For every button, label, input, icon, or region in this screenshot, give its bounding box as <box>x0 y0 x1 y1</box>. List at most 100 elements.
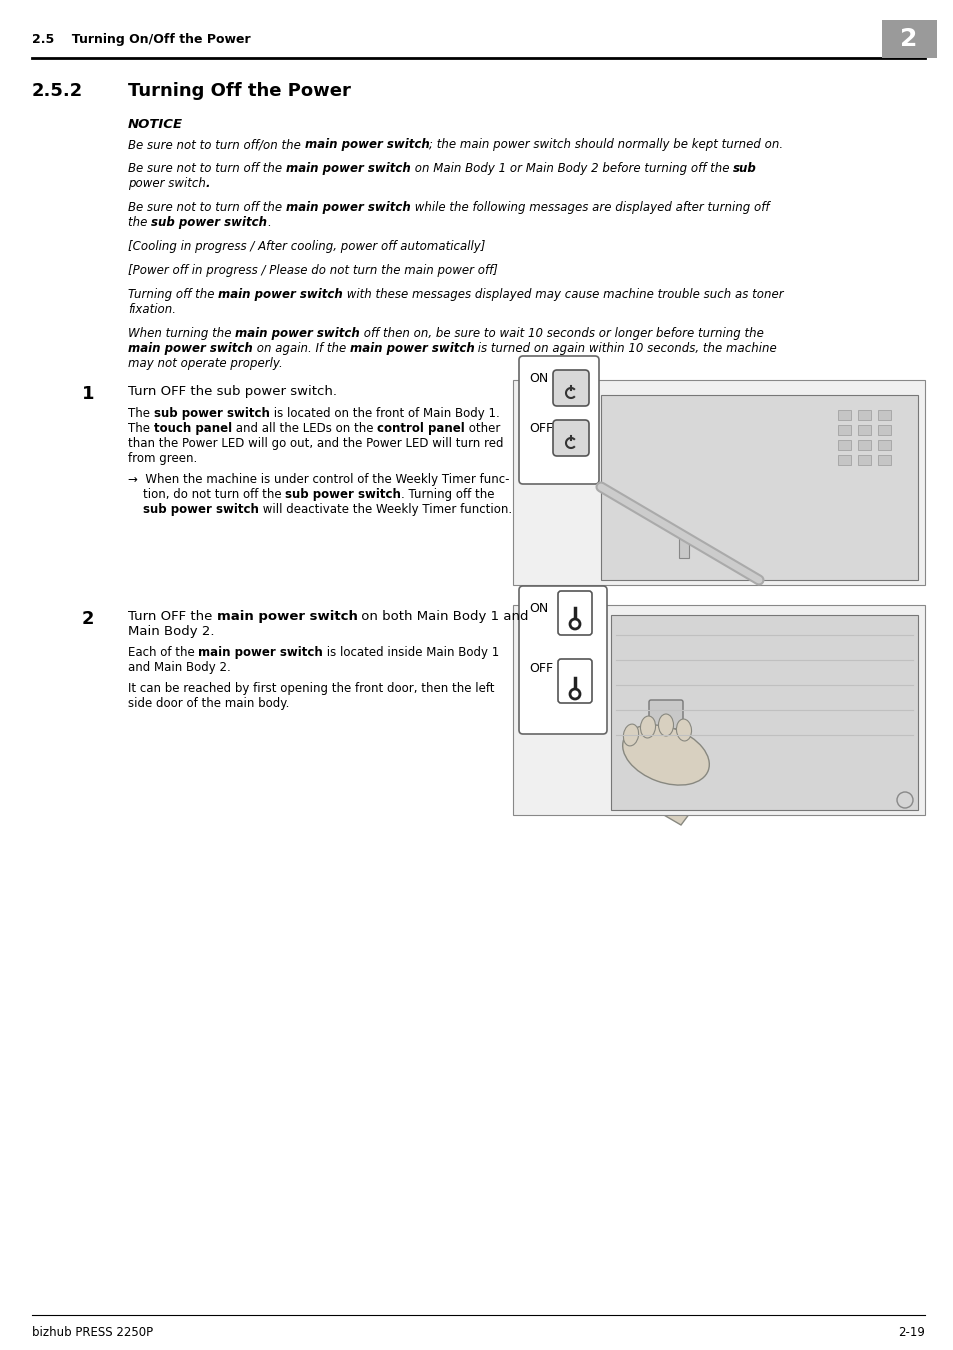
Bar <box>837 440 850 450</box>
Text: on again. If the: on again. If the <box>253 342 350 355</box>
Text: 1: 1 <box>82 385 94 404</box>
Text: Turn OFF the sub power switch.: Turn OFF the sub power switch. <box>128 385 336 398</box>
Text: main power switch: main power switch <box>235 327 359 340</box>
Text: Main Body 2.: Main Body 2. <box>128 625 214 639</box>
Text: is located inside Main Body 1: is located inside Main Body 1 <box>323 647 499 659</box>
Text: [Cooling in progress / After cooling, power off automatically]: [Cooling in progress / After cooling, po… <box>128 240 485 252</box>
Text: sub power switch: sub power switch <box>153 406 270 420</box>
Text: ON: ON <box>529 373 548 385</box>
Text: touch panel: touch panel <box>153 423 232 435</box>
Text: Be sure not to turn off the: Be sure not to turn off the <box>128 162 286 176</box>
Text: off then on, be sure to wait 10 seconds or longer before turning the: off then on, be sure to wait 10 seconds … <box>359 327 763 340</box>
Text: [Power off in progress / Please do not turn the main power off]: [Power off in progress / Please do not t… <box>128 265 497 277</box>
Ellipse shape <box>622 724 638 747</box>
Text: main power switch: main power switch <box>350 342 474 355</box>
Text: Be sure not to turn off/on the: Be sure not to turn off/on the <box>128 138 304 151</box>
Text: It can be reached by first opening the front door, then the left: It can be reached by first opening the f… <box>128 682 494 695</box>
Text: 2-19: 2-19 <box>897 1326 924 1339</box>
Ellipse shape <box>676 720 691 741</box>
Ellipse shape <box>658 714 673 736</box>
Polygon shape <box>620 775 696 825</box>
Text: and Main Body 2.: and Main Body 2. <box>128 662 231 674</box>
Text: main power switch: main power switch <box>218 288 343 301</box>
Text: than the Power LED will go out, and the Power LED will turn red: than the Power LED will go out, and the … <box>128 437 503 450</box>
Text: →  When the machine is under control of the Weekly Timer func-: → When the machine is under control of t… <box>128 472 509 486</box>
Text: .: . <box>206 177 211 190</box>
Text: sub: sub <box>732 162 756 176</box>
Bar <box>837 425 850 435</box>
FancyBboxPatch shape <box>648 701 682 729</box>
Text: 2: 2 <box>900 27 917 51</box>
Text: side door of the main body.: side door of the main body. <box>128 697 289 710</box>
Text: Be sure not to turn off the: Be sure not to turn off the <box>128 201 286 215</box>
Bar <box>610 616 917 810</box>
Text: may not operate properly.: may not operate properly. <box>128 356 282 370</box>
Text: main power switch: main power switch <box>286 162 410 176</box>
Bar <box>857 455 870 464</box>
Text: . Turning off the: . Turning off the <box>401 487 495 501</box>
Bar <box>513 379 924 585</box>
Text: with these messages displayed may cause machine trouble such as toner: with these messages displayed may cause … <box>343 288 782 301</box>
Text: tion, do not turn off the: tion, do not turn off the <box>128 487 285 501</box>
Text: other: other <box>464 423 499 435</box>
Text: Turn OFF the: Turn OFF the <box>128 610 216 622</box>
Text: power switch: power switch <box>128 177 206 190</box>
Text: from green.: from green. <box>128 452 197 464</box>
Bar <box>857 425 870 435</box>
Bar <box>877 455 890 464</box>
Text: 2.5    Turning On/Off the Power: 2.5 Turning On/Off the Power <box>32 34 251 46</box>
FancyBboxPatch shape <box>553 420 588 456</box>
Text: When turning the: When turning the <box>128 327 235 340</box>
Text: will deactivate the Weekly Timer function.: will deactivate the Weekly Timer functio… <box>258 504 512 516</box>
Text: ; the main power switch should normally be kept turned on.: ; the main power switch should normally … <box>429 138 782 151</box>
Text: NOTICE: NOTICE <box>128 117 183 131</box>
Text: is located on the front of Main Body 1.: is located on the front of Main Body 1. <box>270 406 498 420</box>
Text: sub power switch: sub power switch <box>143 504 258 516</box>
Text: on both Main Body 1 and: on both Main Body 1 and <box>357 610 529 622</box>
Bar <box>679 539 688 558</box>
FancyBboxPatch shape <box>558 659 592 703</box>
Text: and all the LEDs on the: and all the LEDs on the <box>232 423 376 435</box>
Bar <box>877 440 890 450</box>
FancyBboxPatch shape <box>553 370 588 406</box>
Text: The: The <box>128 423 153 435</box>
Ellipse shape <box>639 716 655 738</box>
Text: while the following messages are displayed after turning off: while the following messages are display… <box>410 201 768 215</box>
Text: ON: ON <box>529 602 548 616</box>
FancyBboxPatch shape <box>518 356 598 485</box>
Text: main power switch: main power switch <box>198 647 323 659</box>
FancyBboxPatch shape <box>558 591 592 634</box>
Text: sub power switch: sub power switch <box>151 216 267 230</box>
Bar <box>882 20 936 58</box>
Bar <box>877 425 890 435</box>
Text: is turned on again within 10 seconds, the machine: is turned on again within 10 seconds, th… <box>474 342 777 355</box>
Bar <box>877 410 890 420</box>
Text: OFF: OFF <box>529 423 553 435</box>
Text: Each of the: Each of the <box>128 647 198 659</box>
Text: main power switch: main power switch <box>304 138 429 151</box>
Text: Turning off the: Turning off the <box>128 288 218 301</box>
Text: sub power switch: sub power switch <box>285 487 401 501</box>
Text: the: the <box>128 216 151 230</box>
Ellipse shape <box>622 725 709 786</box>
Bar <box>857 410 870 420</box>
Text: control panel: control panel <box>376 423 464 435</box>
Text: main power switch: main power switch <box>128 342 253 355</box>
Text: main power switch: main power switch <box>286 201 410 215</box>
Bar <box>600 396 917 580</box>
Text: Turning Off the Power: Turning Off the Power <box>128 82 351 100</box>
Text: fixation.: fixation. <box>128 302 175 316</box>
Text: 2.5.2: 2.5.2 <box>32 82 83 100</box>
Text: OFF: OFF <box>529 662 553 675</box>
Bar <box>837 455 850 464</box>
Text: The: The <box>128 406 153 420</box>
Text: main power switch: main power switch <box>216 610 357 622</box>
Text: on Main Body 1 or Main Body 2 before turning off the: on Main Body 1 or Main Body 2 before tur… <box>410 162 732 176</box>
Text: .: . <box>267 216 271 230</box>
Bar <box>513 605 924 815</box>
Bar <box>837 410 850 420</box>
Bar <box>857 440 870 450</box>
Text: bizhub PRESS 2250P: bizhub PRESS 2250P <box>32 1326 153 1339</box>
FancyBboxPatch shape <box>518 586 606 734</box>
Text: 2: 2 <box>82 610 94 628</box>
